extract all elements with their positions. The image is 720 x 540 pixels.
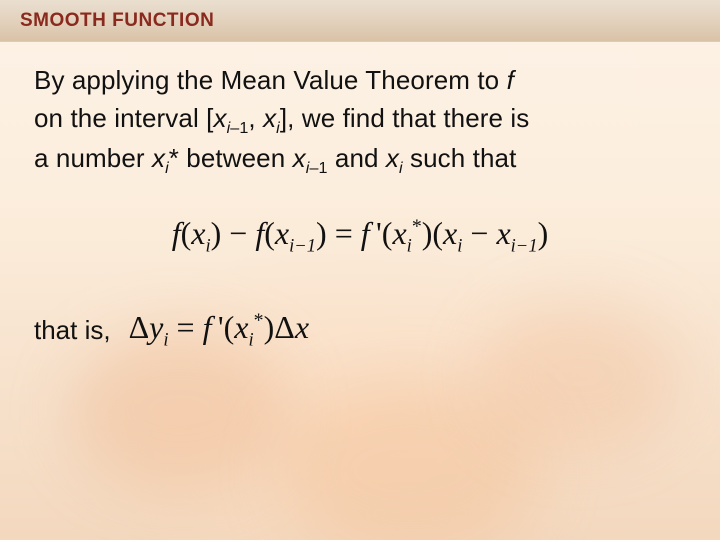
eq-rparen: )	[211, 215, 222, 251]
paragraph: By applying the Mean Value Theorem to f …	[34, 62, 686, 181]
text: a number	[34, 143, 152, 173]
var-x: x	[293, 143, 306, 173]
eq-delta: Δ	[274, 309, 295, 345]
text: and	[328, 143, 386, 173]
var-f: f	[507, 65, 514, 95]
bg-spot	[280, 380, 540, 540]
eq-lparen: (	[224, 309, 235, 345]
sub-minus: –	[309, 159, 318, 177]
eq-x: x	[191, 215, 205, 251]
text: By applying the Mean Value Theorem to	[34, 65, 507, 95]
text: * between	[169, 143, 293, 173]
eq-f: f	[172, 215, 181, 251]
eq-equals: =	[327, 215, 361, 251]
eq-x: x	[234, 309, 248, 345]
eq-sub: i	[249, 330, 254, 351]
eq-sub: i	[407, 235, 412, 256]
eq-star: *	[412, 215, 422, 237]
eq-sub: i−1	[289, 235, 316, 256]
eq-rparen: )	[422, 215, 433, 251]
eq-f: f	[255, 215, 264, 251]
eq-lparen: (	[432, 215, 443, 251]
eq-star: *	[254, 310, 264, 332]
label-that-is: that is,	[34, 315, 111, 346]
sub: i–1	[227, 119, 249, 137]
eq-rparen: )	[264, 309, 275, 345]
equation-1: f(xi) − f(xi−1) = f '(xi*)(xi − xi−1)	[172, 215, 549, 257]
var-x: x	[152, 143, 165, 173]
eq-f: f	[203, 309, 212, 345]
eq-minus: −	[462, 215, 496, 251]
eq-lparen: (	[264, 215, 275, 251]
body: By applying the Mean Value Theorem to f …	[34, 62, 686, 352]
eq-f: f	[361, 215, 370, 251]
row-that-is: that is, Δyi = f '(xi*)Δx	[34, 309, 686, 351]
eq-lparen: (	[181, 215, 192, 251]
text: such that	[410, 143, 516, 173]
eq-x: x	[496, 215, 510, 251]
equation-1-wrap: f(xi) − f(xi−1) = f '(xi*)(xi − xi−1)	[34, 215, 686, 257]
eq-minus: −	[221, 215, 255, 251]
eq-x: x	[392, 215, 406, 251]
equation-2: Δyi = f '(xi*)Δx	[129, 309, 309, 351]
eq-y: y	[149, 309, 163, 345]
eq-x: x	[275, 215, 289, 251]
text: ], we find that there is	[280, 103, 530, 133]
eq-rparen: )	[538, 215, 549, 251]
eq-x: x	[443, 215, 457, 251]
var-x: x	[213, 103, 226, 133]
eq-rparen: )	[316, 215, 327, 251]
page-title: SMOOTH FUNCTION	[20, 10, 214, 32]
text	[403, 143, 410, 173]
slide: SMOOTH FUNCTION By applying the Mean Val…	[0, 0, 720, 540]
eq-delta: Δ	[129, 309, 150, 345]
sub-minus: –	[230, 119, 239, 137]
bg-spot	[70, 330, 290, 490]
eq-lparen: (	[382, 215, 393, 251]
text: on the interval [	[34, 103, 213, 133]
var-x: x	[386, 143, 399, 173]
sub-one: 1	[319, 159, 328, 177]
text: ,	[248, 103, 263, 133]
eq-sub: i−1	[511, 235, 538, 256]
eq-equals: =	[169, 309, 203, 345]
sub: i–1	[306, 159, 328, 177]
header-bar: SMOOTH FUNCTION	[0, 0, 720, 42]
var-x: x	[263, 103, 276, 133]
eq-x: x	[295, 309, 309, 345]
